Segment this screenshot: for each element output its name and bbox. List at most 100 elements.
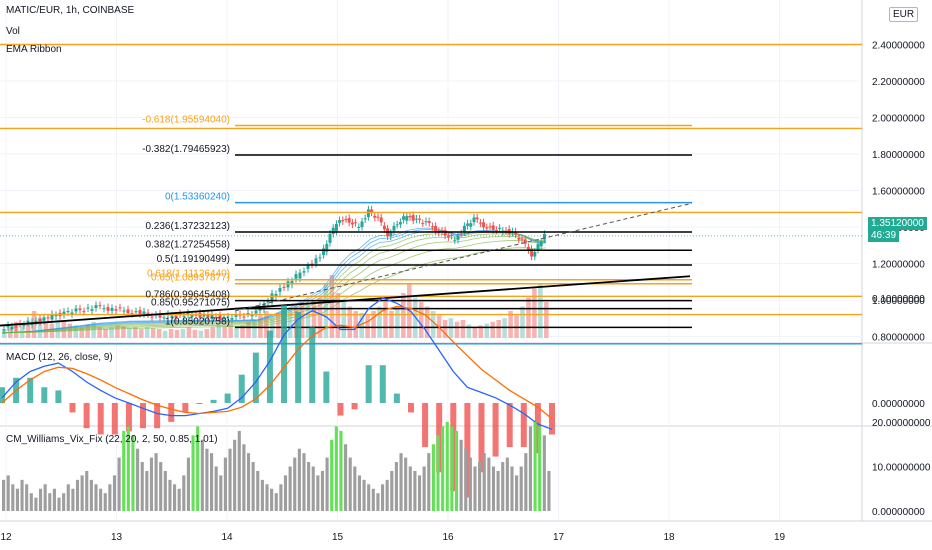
- price-axis-tick-label: 2.40000000: [872, 41, 925, 52]
- candle-body: [250, 314, 254, 317]
- vix-bar: [15, 488, 19, 511]
- candle-body: [110, 308, 114, 311]
- fib-level-label: 0.786(0.99645408): [145, 290, 230, 301]
- candle-body: [6, 325, 10, 328]
- fib-level-label: 1(0.85020758): [165, 316, 230, 327]
- candle-body: [328, 233, 332, 243]
- macd-histogram-bar: [464, 403, 471, 498]
- time-axis-tick-label: 15: [332, 532, 344, 543]
- vix-bar: [320, 470, 325, 511]
- candle-body: [485, 227, 489, 229]
- vix-bar: [29, 493, 33, 511]
- vix-bar: [251, 462, 255, 511]
- vix-bar: [223, 457, 227, 511]
- volume-bar: [377, 306, 382, 338]
- vix-bar: [62, 493, 66, 511]
- candle-body: [306, 265, 310, 269]
- volume-indicator-label[interactable]: Vol: [6, 26, 20, 37]
- candle-body: [146, 312, 150, 315]
- vix-bar: [505, 457, 509, 511]
- candle-body: [475, 217, 479, 220]
- volume-bar: [466, 324, 472, 338]
- candle-body: [341, 220, 345, 222]
- volume-bar: [204, 329, 210, 338]
- vix-bar: [510, 466, 514, 511]
- currency-badge[interactable]: EUR: [889, 7, 919, 22]
- volume-bar: [222, 326, 227, 338]
- candle-body: [536, 244, 540, 250]
- volume-bar: [538, 284, 543, 338]
- macd-histogram-bar: [323, 371, 330, 403]
- vix-bar: [6, 475, 10, 511]
- vix-bar: [330, 439, 334, 511]
- vix-fix-indicator-label[interactable]: CM_Williams_Vix_Fix (22, 20, 2, 50, 0.85…: [6, 434, 218, 445]
- candle-body: [456, 235, 460, 240]
- vix-bar: [542, 435, 546, 511]
- vix-bar: [538, 426, 542, 511]
- vix-bar: [376, 493, 380, 511]
- vix-bar: [200, 439, 204, 511]
- vix-axis-tick-label: 10.00000000: [872, 463, 931, 474]
- macd-histogram-bar: [492, 403, 499, 457]
- candle-body: [34, 320, 38, 322]
- time-axis-tick-label: 16: [442, 532, 454, 543]
- volume-bar: [472, 327, 478, 338]
- vix-bar: [237, 430, 241, 511]
- vix-bar: [288, 466, 292, 511]
- vix-bar: [454, 430, 459, 511]
- vix-bar: [186, 457, 190, 511]
- volume-bar: [299, 302, 305, 338]
- macd-histogram-bar: [281, 305, 288, 403]
- volume-bar: [19, 324, 25, 338]
- macd-histogram-bar: [154, 403, 161, 429]
- fib-level-label: 0.5(1.19190499): [157, 254, 230, 265]
- vix-bar: [468, 457, 472, 511]
- volume-bar: [401, 293, 406, 338]
- candle-body: [325, 243, 329, 252]
- candle-body: [190, 314, 194, 318]
- volume-bar: [383, 302, 388, 338]
- candle-body: [270, 293, 274, 302]
- candle-body: [453, 239, 457, 241]
- vix-axis-tick-label: 0.00000000: [872, 507, 925, 518]
- volume-bar: [246, 321, 251, 338]
- macd-histogram-bar: [125, 403, 132, 432]
- candle-body: [331, 227, 335, 234]
- candle-body: [14, 326, 18, 328]
- macd-histogram-bar: [520, 403, 527, 448]
- macd-indicator-label[interactable]: MACD (12, 26, close, 9): [6, 352, 113, 363]
- vix-bar: [173, 484, 177, 511]
- candle-body: [46, 317, 50, 319]
- macd-histogram-bar: [407, 403, 414, 413]
- time-axis-tick-label: 13: [111, 532, 123, 543]
- vix-bar: [131, 435, 135, 511]
- macd-histogram-bar: [337, 403, 344, 416]
- macd-histogram-bar: [506, 403, 513, 448]
- macd-histogram-bar: [422, 403, 429, 448]
- candle-body: [186, 312, 190, 314]
- candle-body: [462, 225, 466, 233]
- candle-body: [310, 263, 314, 265]
- candle-body: [246, 313, 250, 315]
- vix-bar: [473, 466, 477, 511]
- macd-histogram-bar: [295, 311, 302, 403]
- candle-body: [26, 320, 30, 323]
- volume-bar: [133, 327, 138, 338]
- volume-bar: [85, 324, 90, 338]
- ema-ribbon-label[interactable]: EMA Ribbon: [6, 44, 62, 55]
- vix-bar: [441, 426, 445, 511]
- vix-bar: [274, 493, 278, 511]
- chart-symbol-title: MATIC/EUR, 1h, COINBASE: [6, 5, 135, 16]
- candle-body: [466, 223, 470, 226]
- fib-level-label: 0.618(1.11126440): [147, 269, 230, 280]
- candle-body: [174, 315, 178, 318]
- vix-bar: [126, 426, 130, 511]
- candle-body: [494, 229, 498, 231]
- fib-level-label: 0.85(0.95271075): [151, 298, 230, 309]
- volume-bar: [73, 325, 79, 338]
- candle-body: [214, 316, 218, 318]
- vix-bar: [94, 484, 98, 511]
- volume-bar: [210, 327, 216, 338]
- vix-bar: [177, 488, 181, 511]
